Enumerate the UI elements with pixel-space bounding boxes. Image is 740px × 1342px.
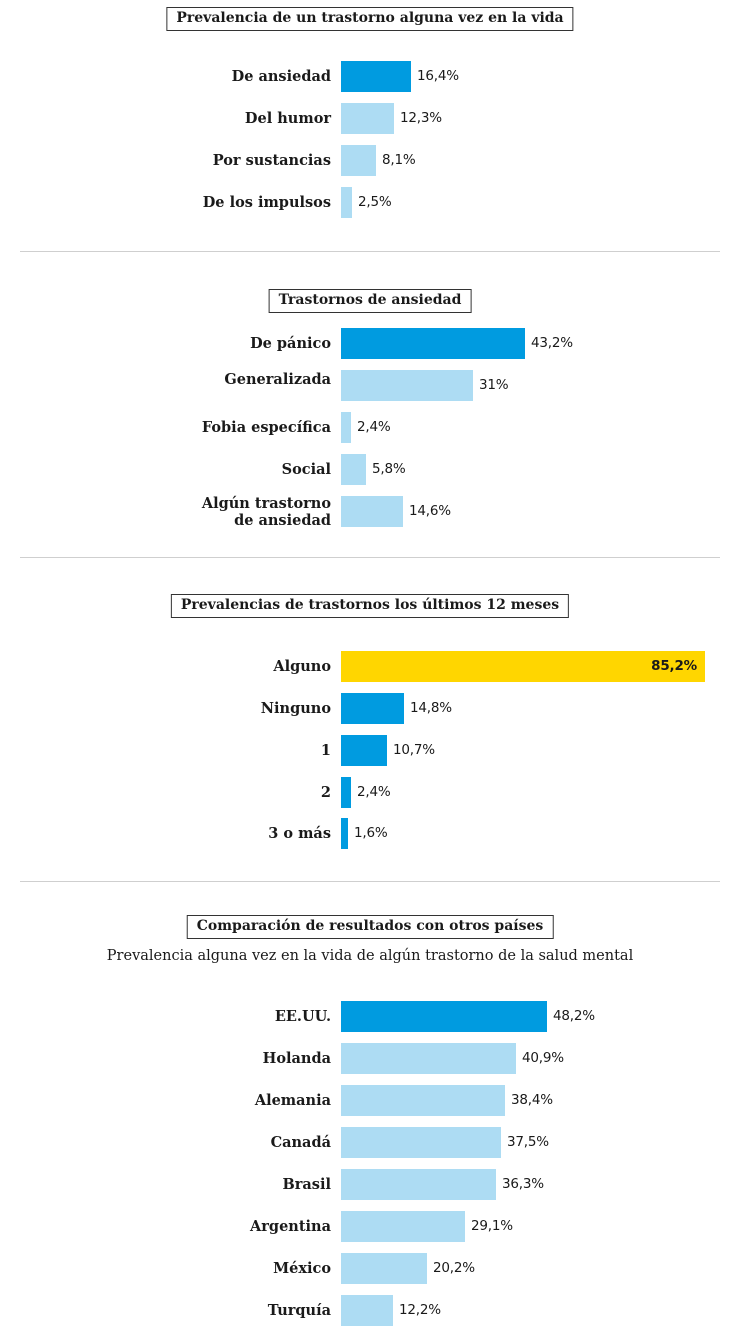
bar <box>341 370 473 401</box>
value-label: 20,2% <box>433 1260 475 1276</box>
value-label: 1,6% <box>354 825 388 841</box>
bar <box>341 61 411 92</box>
category-label: 2 <box>320 784 331 801</box>
value-label: 48,2% <box>553 1008 595 1024</box>
chart-title: Prevalencia de un trastorno alguna vez e… <box>166 7 574 31</box>
value-label: 5,8% <box>372 461 406 477</box>
bar <box>341 1295 393 1326</box>
bar <box>341 328 525 359</box>
category-label: Alemania <box>254 1092 331 1109</box>
value-label: 14,8% <box>410 700 452 716</box>
divider <box>20 251 720 252</box>
category-label: Social <box>281 461 331 478</box>
value-label: 43,2% <box>531 335 573 351</box>
value-label: 38,4% <box>511 1092 553 1108</box>
category-label: Ninguno <box>260 700 331 717</box>
bar <box>341 1127 501 1158</box>
value-label: 2,4% <box>357 784 391 800</box>
bar <box>341 1001 547 1032</box>
value-label: 10,7% <box>393 742 435 758</box>
category-label: Brasil <box>282 1176 331 1193</box>
category-label: 3 o más <box>268 825 331 842</box>
value-label: 2,5% <box>358 194 392 210</box>
value-label: 36,3% <box>502 1176 544 1192</box>
value-label: 12,3% <box>400 110 442 126</box>
bar <box>341 1085 505 1116</box>
bar <box>341 187 352 218</box>
chart-title: Comparación de resultados con otros país… <box>186 915 554 939</box>
category-label: Argentina <box>250 1218 331 1235</box>
category-label: Generalizada <box>224 371 331 388</box>
bar <box>341 693 404 724</box>
category-label: 1 <box>320 742 331 759</box>
bar <box>341 651 705 682</box>
bar <box>341 818 348 849</box>
category-label: Holanda <box>262 1050 331 1067</box>
category-label: De pánico <box>250 335 331 352</box>
value-label: 2,4% <box>357 419 391 435</box>
category-label: Algún trastorno de ansiedad <box>201 494 331 529</box>
value-label: 29,1% <box>471 1218 513 1234</box>
category-label: Del humor <box>244 110 331 127</box>
bar <box>341 145 376 176</box>
category-label: México <box>273 1260 331 1277</box>
bar <box>341 1043 516 1074</box>
bar <box>341 777 351 808</box>
bar <box>341 735 387 766</box>
divider <box>20 881 720 882</box>
value-label: 14,6% <box>409 503 451 519</box>
bar <box>341 496 403 527</box>
value-label: 12,2% <box>399 1302 441 1318</box>
category-label: De ansiedad <box>231 68 331 85</box>
value-label: 85,2% <box>651 658 697 674</box>
divider <box>20 557 720 558</box>
category-label: Fobia específica <box>201 419 331 436</box>
category-label: Turquía <box>267 1302 331 1319</box>
value-label: 40,9% <box>522 1050 564 1066</box>
bar <box>341 1253 427 1284</box>
category-label: Alguno <box>273 658 331 675</box>
value-label: 31% <box>479 377 509 393</box>
chart-subtitle: Prevalencia alguna vez en la vida de alg… <box>106 948 634 964</box>
bar <box>341 103 394 134</box>
bar <box>341 412 351 443</box>
value-label: 37,5% <box>507 1134 549 1150</box>
category-label: Canadá <box>270 1134 331 1151</box>
bar <box>341 1211 465 1242</box>
value-label: 8,1% <box>382 152 416 168</box>
bar <box>341 1169 496 1200</box>
chart-title: Trastornos de ansiedad <box>268 289 472 313</box>
value-label: 16,4% <box>417 68 459 84</box>
chart-title: Prevalencias de trastornos los últimos 1… <box>170 594 570 618</box>
category-label: EE.UU. <box>274 1008 331 1025</box>
category-label: De los impulsos <box>202 194 331 211</box>
category-label: Por sustancias <box>212 152 331 169</box>
bar <box>341 454 366 485</box>
